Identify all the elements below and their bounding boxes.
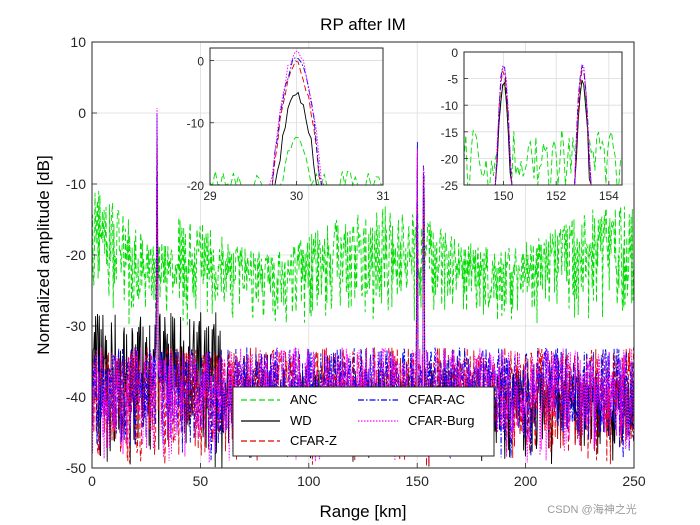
inset-far-area [464, 52, 622, 185]
inset-far-y-tick-label: -5 [447, 73, 458, 87]
inset-near-x-tick-label: 30 [290, 189, 304, 203]
inset-far-y-tick-label: -15 [441, 126, 459, 140]
inset-far-y-tick-label: -10 [441, 99, 459, 113]
legend-label-wd: WD [290, 413, 312, 428]
inset-far-series-anc [463, 80, 622, 186]
chart-title: RP after IM [320, 15, 406, 34]
legend-label-cfar-ac: CFAR-AC [408, 392, 465, 407]
main-series-anc [91, 169, 634, 326]
main-y-tick-label: 0 [78, 105, 86, 121]
inset-far-x-tick-label: 150 [493, 189, 513, 203]
main-series [91, 107, 634, 469]
main-y-tick-label: -40 [66, 389, 86, 405]
inset-far-y-tick-label: 0 [451, 46, 458, 60]
main-y-tick-label: -50 [66, 460, 86, 476]
inset-near-y-tick-label: 0 [197, 54, 204, 68]
y-axis-label: Normalized amplitude [dB] [34, 155, 53, 354]
inset-far-ticks: 150 152 154 0 -5 -10 -15 -20 -25 [441, 46, 620, 203]
main-y-tick-label: 10 [70, 34, 86, 50]
inset-far-x-tick-label: 154 [599, 189, 619, 203]
legend-label-cfar-z: CFAR-Z [290, 433, 337, 448]
inset-zoom-near: 29 30 31 0 -10 -20 [187, 47, 390, 203]
watermark: CSDN @海神之光 [547, 502, 636, 516]
main-x-tick-label: 250 [622, 473, 646, 489]
inset-far-y-tick-label: -25 [441, 179, 459, 193]
main-x-tick-label: 150 [406, 473, 430, 489]
main-y-tick-label: -20 [66, 247, 86, 263]
inset-zoom-far: 150 152 154 0 -5 -10 -15 -20 -25 [441, 46, 623, 203]
inset-near-x-tick-label: 31 [376, 189, 390, 203]
legend: ANC WD CFAR-Z CFAR-AC CFAR-Burg [232, 386, 495, 457]
inset-near-x-tick-label: 29 [203, 189, 217, 203]
x-axis-label: Range [km] [320, 502, 407, 521]
main-x-tick-label: 0 [88, 473, 96, 489]
main-series-cfar-burg [91, 107, 634, 463]
inset-near-y-tick-label: -20 [187, 179, 205, 193]
main-y-tick-label: -30 [66, 318, 86, 334]
legend-label-cfar-burg: CFAR-Burg [408, 413, 474, 428]
legend-label-anc: ANC [290, 392, 317, 407]
main-y-tick-label: -10 [66, 176, 86, 192]
main-series-cfar-ac [91, 112, 634, 461]
inset-near-y-tick-label: -10 [187, 117, 205, 131]
inset-far-y-tick-label: -20 [441, 152, 459, 166]
main-x-tick-label: 50 [193, 473, 209, 489]
inset-near-ticks: 29 30 31 0 -10 -20 [187, 54, 390, 203]
main-x-tick-label: 100 [297, 473, 321, 489]
inset-far-box [463, 51, 623, 186]
inset-far-x-tick-label: 152 [546, 189, 566, 203]
main-x-tick-label: 200 [514, 473, 538, 489]
